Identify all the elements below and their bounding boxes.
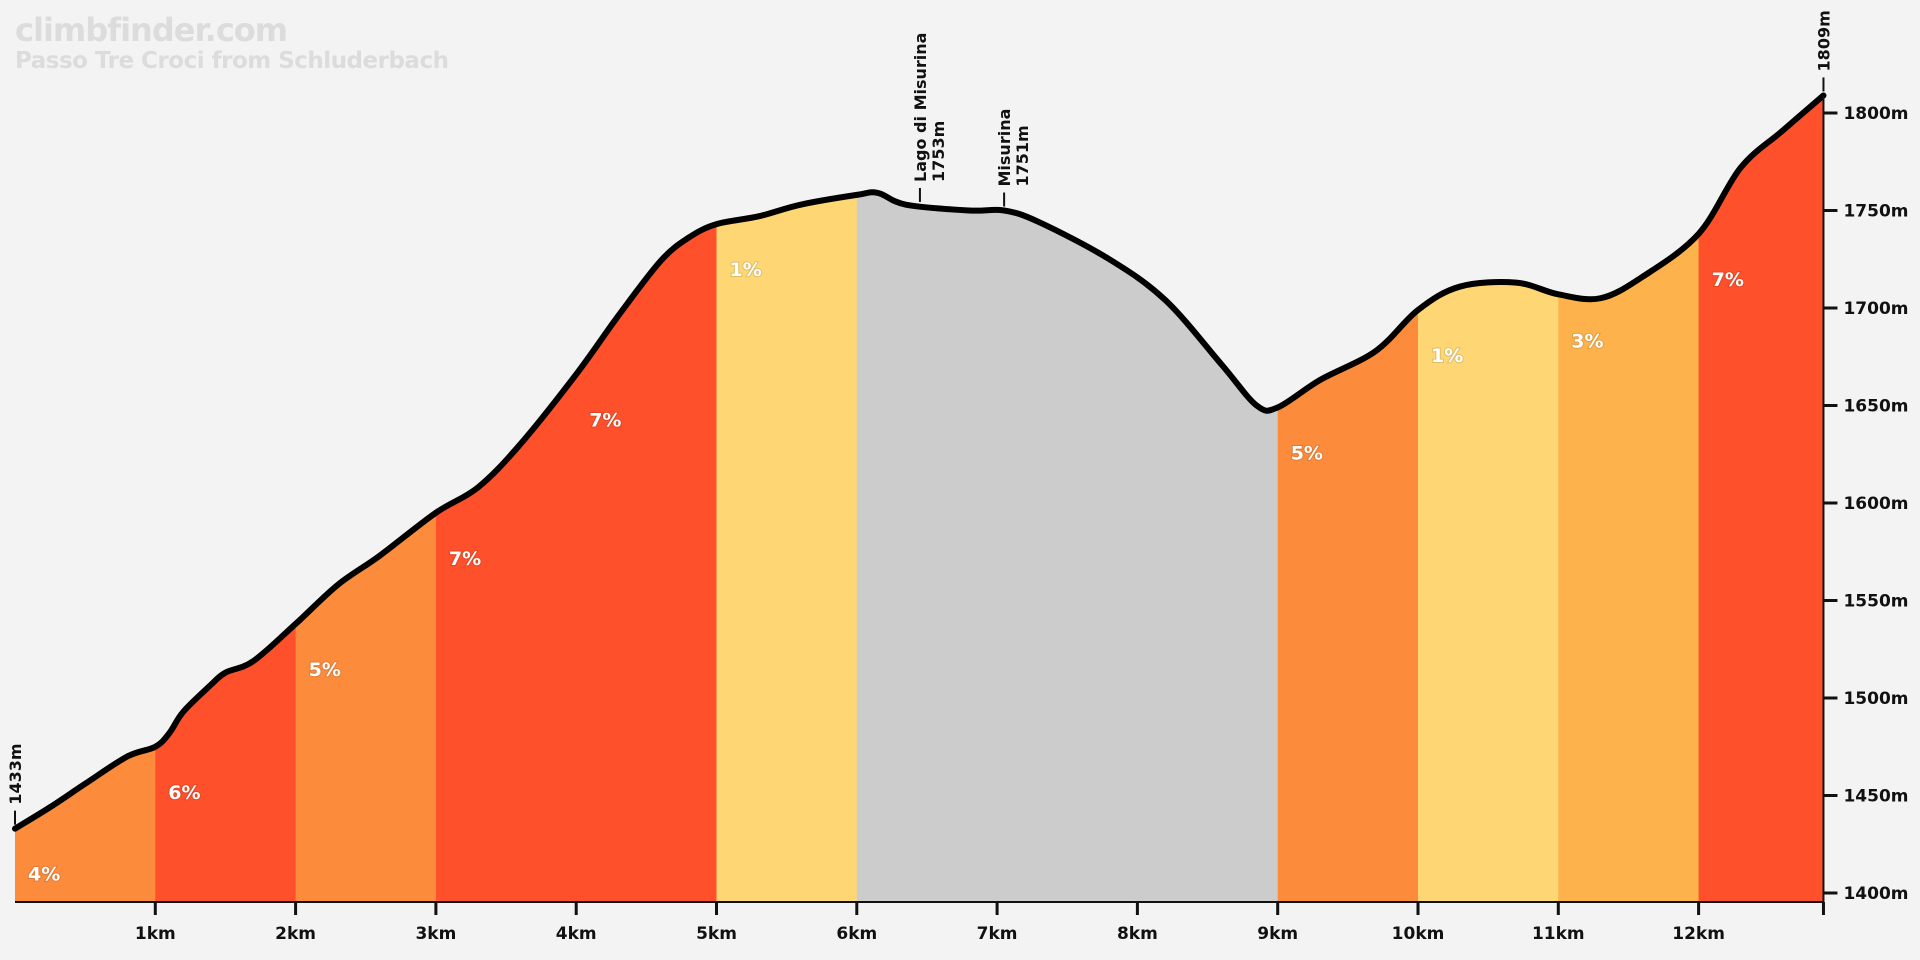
- grade-label: 3%: [1571, 331, 1603, 353]
- waypoint-elevation: 1433m: [6, 743, 25, 804]
- waypoint-elevation: 1809m: [1814, 10, 1833, 71]
- y-tick-label: 1750m: [1843, 202, 1908, 222]
- gradient-segment: [295, 95, 437, 902]
- y-tick-label: 1550m: [1843, 592, 1908, 612]
- x-tick-label: 3km: [415, 924, 456, 944]
- waypoint-label: 1809m: [1814, 10, 1833, 71]
- grade-label: 5%: [1291, 442, 1323, 464]
- waypoint-label: Misurina1751m: [995, 109, 1032, 187]
- grade-label: 1%: [730, 259, 762, 281]
- x-tick-label: 4km: [556, 924, 597, 944]
- waypoint-name: Lago di Misurina: [911, 33, 930, 182]
- gradient-segment: [155, 95, 297, 902]
- x-tick-label: 12km: [1672, 924, 1725, 944]
- grade-label: 7%: [1712, 269, 1744, 291]
- watermark-title: Passo Tre Croci from Schluderbach: [15, 48, 449, 74]
- watermark: climbfinder.com Passo Tre Croci from Sch…: [15, 11, 449, 74]
- grade-labels: 4% 6% 5% 7% 7% 1% 5% 1% 3% 7%: [27, 258, 1745, 887]
- y-tick-label: 1700m: [1843, 299, 1908, 319]
- grade-label: 7%: [589, 409, 621, 431]
- y-tick-label: 1450m: [1843, 787, 1908, 807]
- waypoint-elevation: 1751m: [1013, 125, 1032, 186]
- gradient-segment: [576, 95, 717, 902]
- watermark-site: climbfinder.com: [15, 11, 288, 49]
- x-tick-label: 2km: [275, 924, 316, 944]
- gradient-segment: [1698, 95, 1824, 902]
- x-tick-label: 9km: [1257, 924, 1298, 944]
- gradient-segment: [716, 95, 858, 902]
- grade-label: 1%: [1431, 345, 1463, 367]
- x-axis: 1km 2km 3km 4km 5km 6km 7km 8km 9km 10km 11km 12km: [15, 901, 1825, 944]
- x-tick-label: 7km: [977, 924, 1018, 944]
- elevation-profile-line: [12, 92, 1827, 832]
- waypoint-label: Lago di Misurina1753m: [911, 33, 948, 182]
- y-tick-label: 1400m: [1843, 884, 1908, 904]
- grade-label: 6%: [168, 782, 200, 804]
- y-axis: 1400m 1450m 1500m 1550m 1600m 1650m 1700m 1750m…: [1822, 95, 1908, 904]
- waypoint-name: Misurina: [995, 109, 1014, 187]
- grade-label: 5%: [309, 659, 341, 681]
- x-tick-label: 6km: [836, 924, 877, 944]
- y-tick-label: 1600m: [1843, 494, 1908, 514]
- y-tick-label: 1650m: [1843, 397, 1908, 417]
- gradient-segment: [15, 95, 156, 902]
- gradient-segment: [1418, 95, 1559, 902]
- x-tick-label: 1km: [135, 924, 176, 944]
- y-tick-label: 1500m: [1843, 689, 1908, 709]
- y-tick-label: 1800m: [1843, 104, 1908, 124]
- x-tick-label: 8km: [1117, 924, 1158, 944]
- x-tick-label: 10km: [1392, 924, 1445, 944]
- grade-label: 7%: [449, 548, 481, 570]
- x-tick-label: 11km: [1532, 924, 1585, 944]
- gradient-segment: [435, 95, 577, 902]
- x-tick-label: 5km: [696, 924, 737, 944]
- waypoint-label: 1433m: [6, 743, 25, 804]
- gradient-segment: [1558, 95, 1700, 902]
- waypoint-elevation: 1753m: [929, 121, 948, 182]
- grade-label: 4%: [28, 864, 60, 886]
